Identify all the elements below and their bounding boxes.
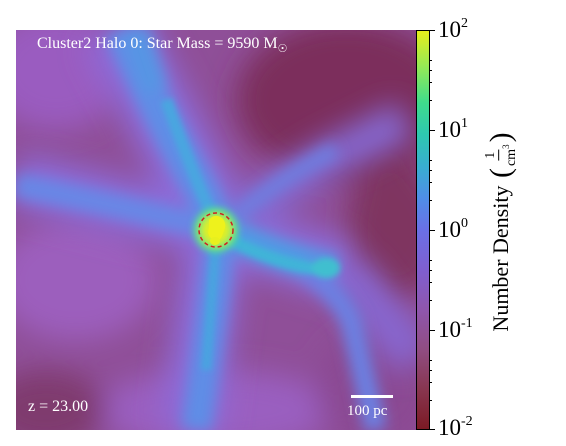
- colorbar-axis-label: Number Density ( 1 cm3 ): [483, 132, 519, 332]
- colorbar-tick-label: 100: [438, 216, 468, 242]
- colorbar-minor-tick: [429, 60, 432, 61]
- colorbar-minor-tick: [429, 382, 432, 383]
- scalebar-label: 100 pc: [347, 403, 388, 419]
- right-paren: ): [484, 132, 517, 143]
- colorbar-tick-label: 102: [438, 16, 468, 42]
- colorbar-minor-tick: [429, 100, 432, 101]
- colorbar: [416, 30, 430, 430]
- density-map: [16, 30, 416, 430]
- plot-title: Cluster2 Halo 0: Star Mass = 9590 M☉: [37, 35, 288, 56]
- redshift-label: z = 23.00: [28, 398, 89, 415]
- colorbar-label-text: Number Density: [488, 185, 513, 332]
- colorbar-minor-tick: [429, 300, 432, 301]
- left-paren: (: [484, 168, 517, 186]
- colorbar-minor-tick: [429, 400, 432, 401]
- unit-numerator: 1: [483, 149, 500, 161]
- solar-symbol: ☉: [277, 43, 288, 56]
- colorbar-minor-tick: [429, 160, 432, 161]
- colorbar-tick: [429, 30, 435, 31]
- colorbar-minor-tick: [429, 360, 432, 361]
- halo-marker-circle: [198, 212, 234, 248]
- colorbar-tick: [429, 429, 435, 430]
- colorbar-minor-tick: [429, 82, 432, 83]
- colorbar-minor-tick: [429, 370, 432, 371]
- colorbar-minor-tick: [429, 260, 432, 261]
- colorbar-minor-tick: [429, 200, 432, 201]
- unit-denominator: cm3: [501, 144, 519, 167]
- scalebar: [351, 395, 393, 398]
- colorbar-minor-tick: [429, 182, 432, 183]
- central-clump: [190, 204, 242, 256]
- colorbar-tick: [429, 330, 435, 331]
- colorbar-minor-tick: [429, 282, 432, 283]
- colorbar-tick: [429, 230, 435, 231]
- unit-fraction: 1 cm3: [483, 144, 519, 166]
- colorbar-minor-tick: [429, 170, 432, 171]
- colorbar-tick: [429, 130, 435, 131]
- colorbar-minor-tick: [429, 270, 432, 271]
- colorbar-tick-label: 101: [438, 116, 468, 142]
- colorbar-tick-label: 10-2: [438, 414, 473, 440]
- colorbar-minor-tick: [429, 70, 432, 71]
- density-projection-image: Cluster2 Halo 0: Star Mass = 9590 M☉ z =…: [16, 30, 416, 430]
- colorbar-tick-label: 10-1: [438, 316, 473, 342]
